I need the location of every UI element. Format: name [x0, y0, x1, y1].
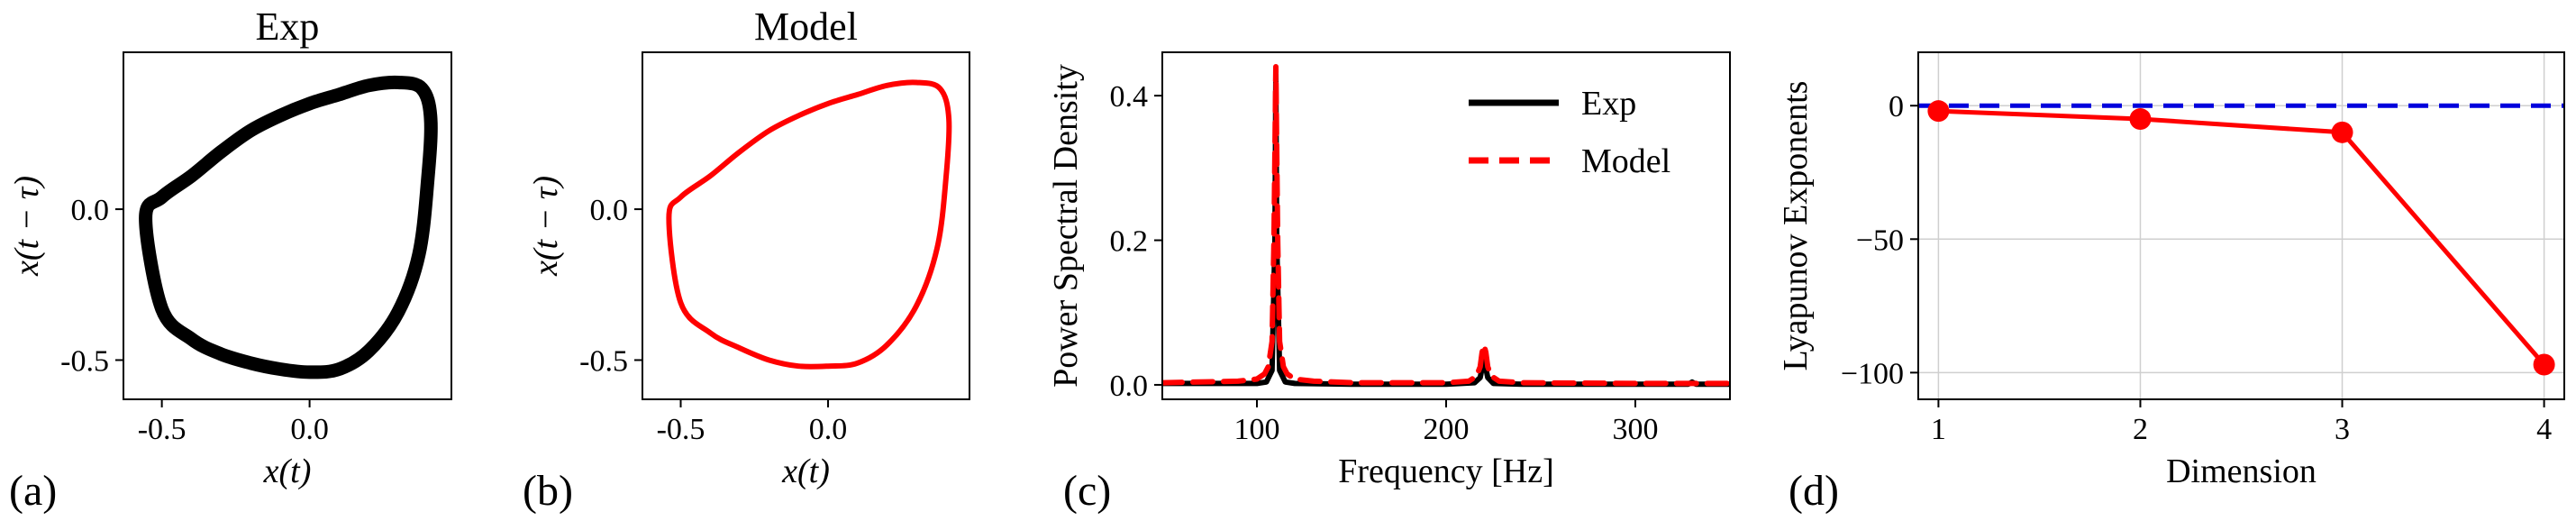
y-axis-label: Power Spectral Density: [1047, 64, 1085, 388]
x-axis-label: x(t): [781, 452, 830, 490]
x-tick-label: 200: [1424, 413, 1470, 446]
data-point-marker: [2533, 353, 2555, 376]
x-axis-label: Dimension: [2166, 452, 2317, 490]
y-tick-label: 0.0: [1110, 370, 1149, 403]
panel-label: (a): [9, 467, 57, 515]
y-tick-label: −50: [1856, 224, 1904, 257]
series-line-a-0: [139, 75, 438, 379]
y-tick-label: 0: [1889, 90, 1904, 123]
x-tick-label: 2: [2133, 413, 2148, 446]
axes-frame: [123, 51, 452, 400]
y-tick-label: -0.5: [60, 344, 109, 378]
y-tick-label: 0.0: [71, 194, 110, 227]
y-tick-label: 0.4: [1110, 80, 1149, 114]
panel-label: (b): [523, 467, 573, 515]
series-line-d-0: [1935, 108, 2547, 367]
panel-c: 100 200 300 0.0 0.2 0.4 Frequency [Hz] Power Sp…: [1047, 51, 1731, 515]
x-tick-label: 100: [1234, 413, 1280, 446]
x-tick-label: 1: [1931, 413, 1946, 446]
legend-label: Exp: [1581, 85, 1636, 123]
x-tick-label: 0.0: [809, 413, 848, 446]
y-axis-label: x(t − τ): [527, 176, 565, 277]
panel-d: 1 2 3 4 0 −50 −100 Dimension Lyapunov Exponents (…: [1777, 51, 2565, 515]
x-tick-label: -0.5: [138, 413, 187, 446]
legend: Exp Model: [1469, 85, 1670, 180]
x-tick-label: -0.5: [657, 413, 705, 446]
chart-title: Exp: [256, 5, 320, 49]
data-point-marker: [1927, 100, 1950, 123]
panel-label: (d): [1789, 467, 1839, 515]
y-tick-label: 0.2: [1110, 225, 1149, 259]
y-axis-label: x(t − τ): [8, 176, 46, 277]
x-tick-label: 300: [1613, 413, 1659, 446]
x-axis-label: Frequency [Hz]: [1338, 452, 1554, 490]
series-line-c-0: [1162, 71, 1730, 388]
data-point-marker: [2331, 121, 2353, 143]
chart-title: Model: [754, 5, 858, 49]
y-tick-label: 0.0: [590, 194, 629, 227]
x-tick-label: 3: [2335, 413, 2350, 446]
x-axis-label: x(t): [263, 452, 312, 490]
y-axis-label: Lyapunov Exponents: [1777, 81, 1815, 371]
legend-label: Model: [1581, 142, 1670, 180]
x-tick-label: 4: [2536, 413, 2552, 446]
panel-b: -0.5 0.0 0.0 -0.5 Model x(t) x(t − τ) (b): [523, 5, 970, 515]
data-point-marker: [2129, 108, 2152, 131]
series-line-b-0: [666, 79, 952, 370]
axes-frame: [642, 51, 970, 400]
series-line-c-1: [1162, 64, 1730, 387]
panel-label: (c): [1063, 467, 1111, 515]
x-tick-label: 0.0: [290, 413, 329, 446]
y-tick-label: −100: [1841, 357, 1904, 390]
y-tick-label: -0.5: [579, 344, 628, 378]
axes-frame: [1917, 51, 2565, 400]
panel-a: -0.5 0.0 0.0 -0.5 Exp x(t) x(t − τ) (a): [8, 5, 452, 515]
axes-frame: [1161, 51, 1731, 400]
